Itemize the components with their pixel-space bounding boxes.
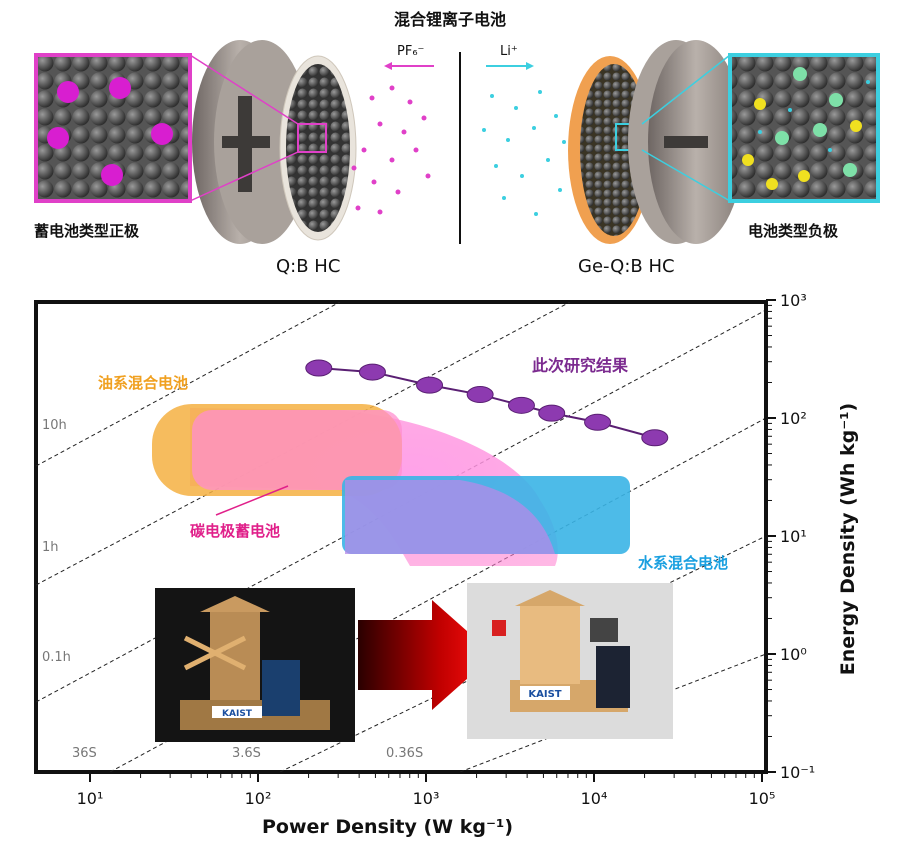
label-carbon-supercap: 碳电极蓄电池 [190, 522, 281, 540]
this-work-point [416, 376, 444, 394]
this-work-series [305, 359, 669, 447]
left-current-collector [192, 40, 310, 244]
x-tick-label: 10² [245, 789, 272, 808]
y-tick-label: 10⁻¹ [780, 763, 815, 782]
y-tick-label: 10² [780, 409, 807, 428]
this-work-point [584, 413, 612, 431]
photo-right-logo: KAIST [528, 689, 561, 700]
transition-arrow [358, 600, 494, 710]
x-tick-label: 10¹ [77, 789, 104, 808]
label-aqueous-hybrid: 水系混合电池 [638, 554, 729, 572]
time-label-1h: 1h [42, 540, 59, 555]
figure-title: 混合锂离子电池 [393, 10, 506, 29]
this-work-point [466, 386, 494, 404]
pf6-label: PF₆⁻ [397, 44, 425, 59]
positive-electrode-label: Q:B HC [276, 256, 341, 277]
li-arrow [486, 62, 534, 70]
negative-electrode-label: Ge-Q:B HC [578, 256, 675, 277]
positive-caption: 蓄电池类型正极 [34, 222, 140, 240]
negative-caption: 电池类型负极 [748, 222, 839, 240]
battery-schematic [34, 40, 880, 244]
x-tick-label: 10⁴ [581, 789, 608, 808]
time-label-3.6s: 3.6S [232, 746, 261, 761]
pf6-arrow [384, 62, 434, 70]
pf6-anions [351, 85, 431, 215]
negative-zoom-inset [641, 53, 880, 203]
carbon-supercap-pointer [215, 485, 289, 516]
time-label-0.36s: 0.36S [386, 746, 424, 761]
this-work-point [538, 404, 566, 422]
time-label-10h: 10h [42, 418, 67, 433]
this-work-point [507, 396, 535, 414]
li-label: Li⁺ [500, 44, 518, 59]
x-axis: 10¹ 10² 10³ 10⁴ 10⁵ [77, 772, 776, 808]
photo-lights-on: KAIST [467, 583, 673, 739]
time-label-0.1h: 0.1h [42, 650, 71, 665]
x-tick-label: 10³ [413, 789, 440, 808]
y-tick-label: 10¹ [780, 527, 807, 546]
y-axis-title: Energy Density (Wh kg⁻¹) [837, 402, 859, 676]
photo-left-logo: KAIST [222, 709, 253, 719]
label-this-work: 此次研究结果 [532, 356, 629, 375]
label-organic-hybrid: 油系混合电池 [98, 374, 189, 392]
photo-lights-off: KAIST [155, 588, 355, 742]
li-cations [482, 90, 566, 216]
y-axis: 10⁻¹ 10⁰ 10¹ 10² 10³ [764, 291, 815, 782]
x-axis-title: Power Density (W kg⁻¹) [262, 816, 514, 838]
y-tick-label: 10⁰ [780, 645, 807, 664]
positive-zoom-inset [34, 53, 299, 203]
right-current-collector [628, 40, 744, 244]
time-label-36s: 36S [72, 746, 97, 761]
this-work-point [358, 363, 386, 381]
this-work-point [641, 429, 669, 447]
this-work-point [305, 359, 333, 377]
y-tick-label: 10³ [780, 291, 807, 310]
x-tick-label: 10⁵ [749, 789, 776, 808]
positive-electrode-disk [279, 55, 357, 241]
